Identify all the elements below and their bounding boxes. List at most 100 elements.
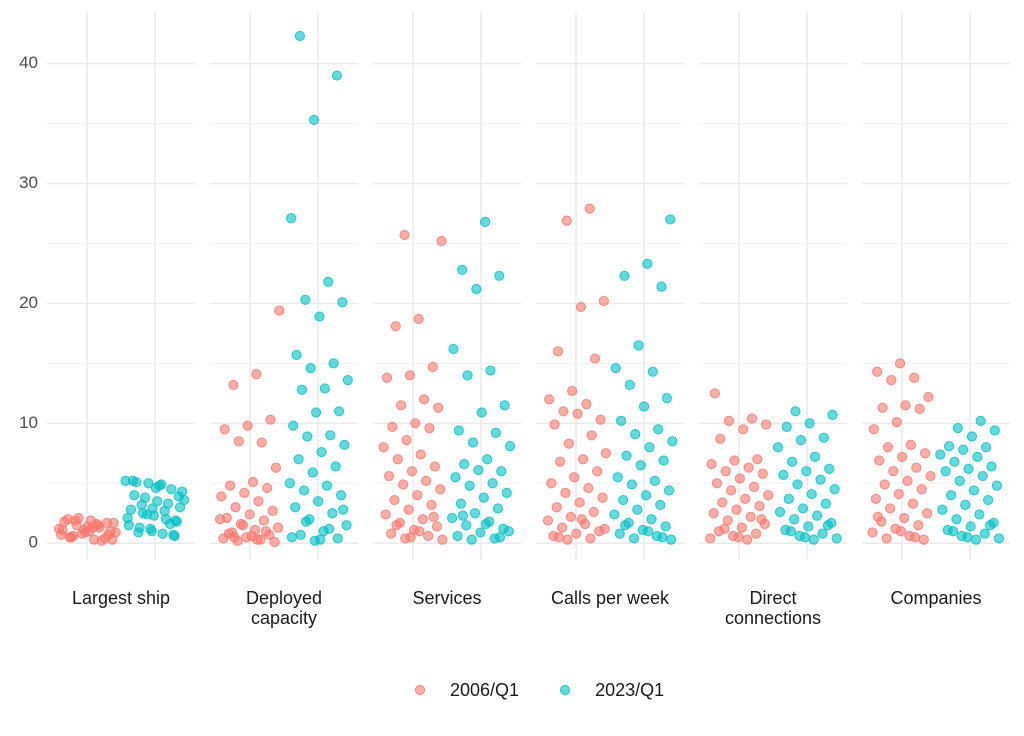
- point: [822, 520, 834, 531]
- point: [979, 528, 990, 539]
- point: [572, 408, 583, 419]
- point: [884, 503, 896, 514]
- point: [894, 358, 906, 369]
- point: [561, 215, 572, 226]
- point: [325, 430, 336, 441]
- point: [916, 484, 927, 495]
- point: [391, 520, 402, 531]
- point: [269, 536, 280, 548]
- point: [404, 370, 415, 381]
- point: [795, 434, 806, 446]
- point: [872, 511, 884, 522]
- point: [960, 499, 971, 510]
- point: [914, 403, 925, 415]
- facet-label: Companies: [890, 588, 982, 608]
- point: [544, 394, 555, 405]
- point: [660, 521, 671, 532]
- point: [492, 503, 504, 514]
- point: [302, 431, 313, 442]
- point: [657, 532, 668, 543]
- point: [983, 494, 994, 506]
- point: [993, 533, 1005, 544]
- point: [943, 440, 955, 452]
- point: [902, 475, 913, 486]
- point: [818, 432, 829, 443]
- legend-label: 2006/Q1: [450, 680, 519, 700]
- point: [715, 433, 726, 444]
- point: [740, 493, 751, 504]
- point: [300, 294, 311, 305]
- point: [726, 485, 737, 496]
- point: [909, 532, 921, 543]
- point: [265, 414, 276, 425]
- point: [216, 491, 227, 502]
- point: [179, 494, 190, 506]
- point: [549, 419, 560, 430]
- point: [719, 523, 730, 534]
- point: [230, 502, 241, 513]
- point: [290, 502, 301, 513]
- point: [736, 522, 748, 533]
- point: [895, 526, 906, 537]
- point: [900, 400, 911, 411]
- point: [962, 532, 973, 543]
- point: [414, 526, 425, 537]
- point: [897, 451, 908, 462]
- point: [341, 520, 352, 531]
- point: [644, 442, 655, 453]
- point: [129, 490, 140, 501]
- point: [469, 508, 481, 519]
- point: [428, 511, 439, 522]
- point: [473, 464, 484, 476]
- point: [948, 526, 959, 537]
- point: [761, 419, 772, 430]
- point: [133, 527, 144, 538]
- point: [585, 533, 596, 544]
- point: [552, 346, 564, 357]
- point: [501, 487, 512, 498]
- point: [229, 532, 240, 543]
- point: [733, 532, 744, 543]
- point: [567, 385, 578, 397]
- facet-label: Calls per week: [550, 588, 670, 608]
- point: [738, 424, 749, 435]
- point: [565, 511, 576, 522]
- point: [905, 439, 917, 450]
- point: [757, 468, 768, 479]
- point: [949, 456, 960, 467]
- point: [64, 532, 75, 543]
- point: [804, 418, 815, 429]
- point: [665, 214, 676, 225]
- point: [923, 391, 934, 403]
- point: [328, 358, 339, 369]
- point: [815, 474, 826, 485]
- point: [401, 434, 412, 446]
- point: [452, 530, 463, 542]
- point: [778, 469, 789, 480]
- point: [293, 454, 304, 465]
- point: [242, 420, 253, 431]
- point: [742, 534, 753, 545]
- point: [403, 504, 414, 515]
- point: [316, 446, 327, 458]
- point: [332, 533, 343, 544]
- point: [888, 466, 899, 477]
- point: [315, 534, 326, 545]
- point: [256, 437, 267, 448]
- point: [323, 276, 334, 287]
- point: [467, 437, 479, 448]
- point: [426, 499, 437, 510]
- point: [624, 379, 635, 391]
- point: [563, 438, 574, 449]
- point: [399, 229, 410, 241]
- point: [145, 523, 156, 534]
- point: [801, 466, 812, 477]
- point: [471, 283, 482, 295]
- point: [405, 532, 416, 543]
- point: [339, 439, 350, 450]
- legend-label: 2023/Q1: [595, 680, 664, 700]
- point: [466, 534, 477, 545]
- point: [586, 430, 597, 441]
- point: [262, 482, 273, 494]
- point: [576, 514, 587, 525]
